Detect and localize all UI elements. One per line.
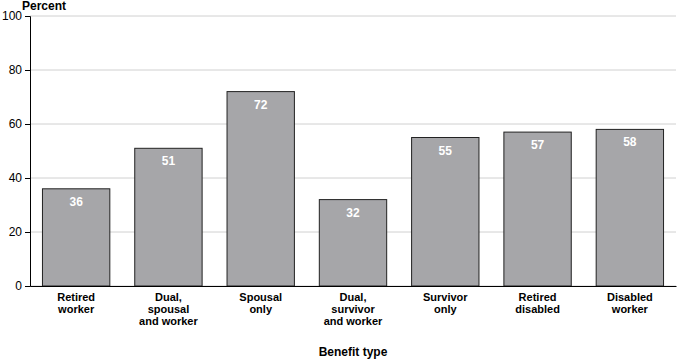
y-axis: 0 20 40 60 80 100 bbox=[2, 9, 31, 293]
x-tick: Disabledworker bbox=[607, 286, 653, 315]
bar bbox=[504, 132, 571, 286]
x-tick-label: Dual,spousaland worker bbox=[139, 291, 198, 327]
y-tick-label: 60 bbox=[9, 117, 23, 131]
y-tick: 60 bbox=[9, 117, 30, 131]
x-tick-label-line: and worker bbox=[324, 315, 383, 327]
bar bbox=[227, 92, 294, 286]
bar bbox=[412, 138, 479, 287]
x-tick-label-line: worker bbox=[611, 303, 649, 315]
y-tick: 0 bbox=[15, 279, 30, 293]
bar bbox=[42, 189, 109, 286]
bar bbox=[319, 200, 386, 286]
y-axis-line bbox=[25, 17, 31, 287]
y-tick-mark bbox=[25, 178, 30, 179]
y-tick-mark bbox=[25, 232, 30, 233]
grid bbox=[30, 16, 676, 286]
x-tick-label-line: spousal bbox=[148, 303, 190, 315]
x-tick: Retiredworker bbox=[57, 286, 95, 315]
bar bbox=[596, 129, 663, 286]
y-tick: 20 bbox=[9, 225, 30, 239]
x-tick-label-line: Disabled bbox=[607, 291, 653, 303]
x-axis: RetiredworkerDual,spousaland workerSpous… bbox=[31, 286, 677, 327]
x-tick-label-line: Retired bbox=[57, 291, 95, 303]
data-label: 36 bbox=[69, 195, 83, 209]
x-tick-label-line: Dual, bbox=[340, 291, 367, 303]
x-tick: Dual,spousaland worker bbox=[139, 286, 198, 327]
x-tick-label: Disabledworker bbox=[607, 291, 653, 315]
x-tick-label-line: Retired bbox=[519, 291, 557, 303]
y-tick-mark bbox=[25, 16, 30, 17]
plot-area: 36517232555758020406080100RetiredworkerD… bbox=[2, 9, 677, 327]
x-tick-label-line: survivor bbox=[331, 303, 375, 315]
x-tick: Dual,survivorand worker bbox=[324, 286, 383, 327]
x-tick: Spousalonly bbox=[239, 286, 282, 315]
x-tick-label-line: only bbox=[249, 303, 272, 315]
grid-line bbox=[30, 124, 676, 125]
y-tick-label: 20 bbox=[9, 225, 23, 239]
data-label: 58 bbox=[623, 135, 637, 149]
data-label: 51 bbox=[162, 154, 176, 168]
grid-line bbox=[30, 178, 676, 179]
x-tick-label-line: only bbox=[434, 303, 457, 315]
y-tick-mark bbox=[25, 124, 30, 125]
y-tick-label: 80 bbox=[9, 63, 23, 77]
x-tick-label: Retireddisabled bbox=[515, 291, 560, 315]
bar bbox=[135, 148, 202, 286]
data-labels: 36 51 72 32 55 57 58 bbox=[69, 98, 636, 220]
x-axis-title: Benefit type bbox=[319, 345, 388, 359]
x-axis-line bbox=[31, 286, 677, 287]
y-tick-label: 40 bbox=[9, 171, 23, 185]
chart: 36517232555758020406080100RetiredworkerD… bbox=[0, 0, 678, 360]
x-tick-label: Dual,survivorand worker bbox=[324, 291, 383, 327]
x-tick: Retireddisabled bbox=[515, 286, 560, 315]
data-label: 55 bbox=[439, 144, 453, 158]
y-tick: 80 bbox=[9, 63, 30, 77]
x-tick-label-line: Dual, bbox=[155, 291, 182, 303]
y-tick-mark bbox=[25, 286, 30, 287]
y-tick-label: 100 bbox=[2, 9, 22, 23]
x-tick-label: Retiredworker bbox=[57, 291, 95, 315]
grid-line bbox=[30, 70, 676, 71]
y-axis-title: Percent bbox=[22, 0, 66, 13]
x-tick: Survivoronly bbox=[423, 286, 468, 315]
y-tick: 40 bbox=[9, 171, 30, 185]
data-label: 32 bbox=[346, 206, 360, 220]
bars bbox=[42, 92, 663, 286]
grid-line bbox=[30, 16, 676, 17]
y-tick-label: 0 bbox=[15, 279, 22, 293]
x-tick-label-line: Spousal bbox=[239, 291, 282, 303]
data-label: 72 bbox=[254, 98, 268, 112]
y-tick-mark bbox=[25, 70, 30, 71]
x-tick-label-line: worker bbox=[57, 303, 95, 315]
x-tick-label-line: and worker bbox=[139, 315, 198, 327]
x-tick-label-line: disabled bbox=[515, 303, 560, 315]
data-label: 57 bbox=[531, 138, 545, 152]
x-tick-label: Spousalonly bbox=[239, 291, 282, 315]
x-tick-label: Survivoronly bbox=[423, 291, 468, 315]
x-tick-label-line: Survivor bbox=[423, 291, 468, 303]
